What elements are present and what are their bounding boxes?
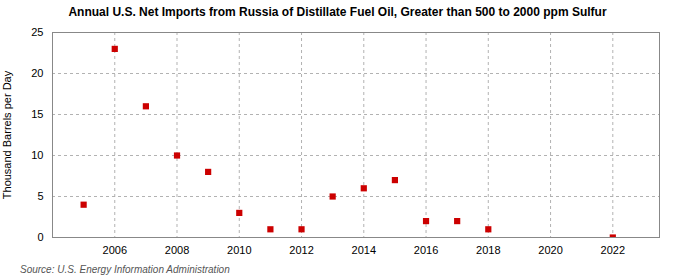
html-text:Source: U.S. Energy Informatio: Source: U.S. Energy Information Administ… [20,264,230,275]
svg-text:2016: 2016 [414,244,438,256]
svg-text:20: 20 [31,67,43,79]
svg-text:25: 25 [31,26,43,38]
svg-text:2020: 2020 [538,244,562,256]
svg-text:Thousand Barrels per Day: Thousand Barrels per Day [1,70,13,199]
svg-text:2012: 2012 [289,244,313,256]
svg-text:2022: 2022 [601,244,625,256]
svg-text:10: 10 [31,149,43,161]
svg-text:2006: 2006 [103,244,127,256]
svg-text:2008: 2008 [165,244,189,256]
svg-text:2010: 2010 [227,244,251,256]
svg-text:2014: 2014 [352,244,376,256]
svg-text:0: 0 [37,231,43,243]
html-text:Annual U.S. Net Imports from R: Annual U.S. Net Imports from Russia of D… [68,5,607,19]
svg-text:2018: 2018 [476,244,500,256]
svg-text:5: 5 [37,190,43,202]
svg-text:15: 15 [31,108,43,120]
